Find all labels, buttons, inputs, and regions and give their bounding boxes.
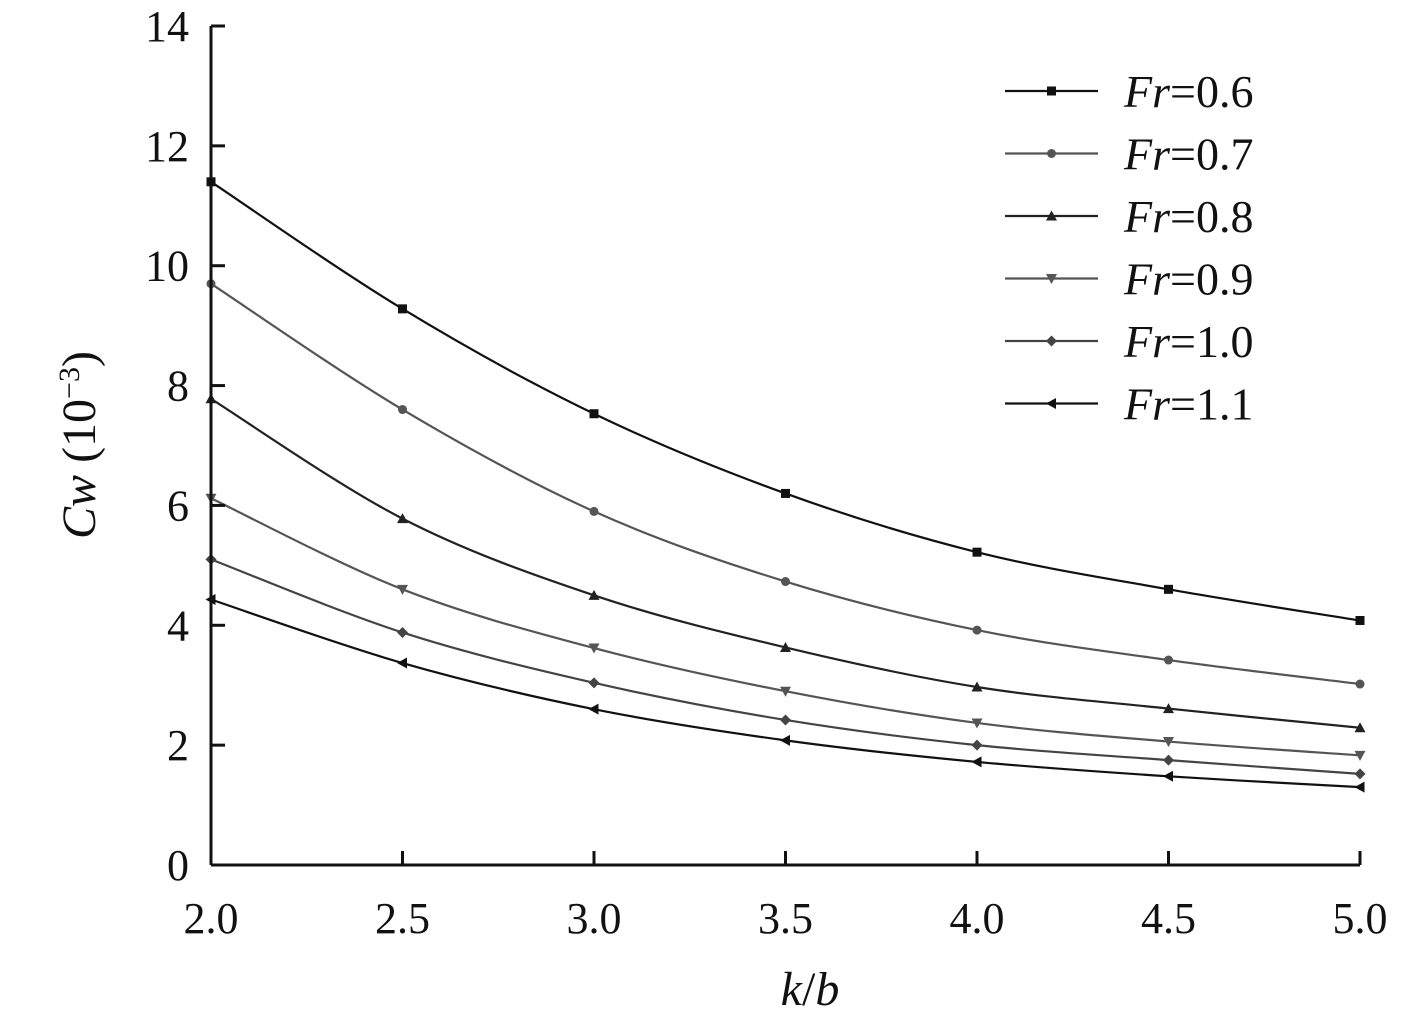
legend-label-var: Fr — [1123, 254, 1171, 305]
x-tick-label: 3.5 — [758, 894, 813, 943]
legend-label-value: =0.7 — [1170, 129, 1253, 180]
data-point — [1047, 149, 1056, 158]
data-point — [398, 304, 407, 314]
data-point — [588, 677, 600, 689]
data-point — [1164, 584, 1173, 594]
data-point — [398, 405, 407, 415]
y-tick-label: 0 — [167, 841, 189, 890]
data-point — [1163, 703, 1174, 714]
axes: 0 2 4 6 8 10 12 14 2.0 2.5 3.0 3.5 4.0 4.5 5.0 — [145, 2, 1388, 943]
x-tick-label: 2.0 — [184, 894, 239, 943]
data-point — [397, 657, 407, 669]
data-point — [972, 547, 982, 557]
data-point — [780, 714, 791, 726]
legend-label-value: =0.6 — [1170, 66, 1253, 117]
x-axis-label-var2: b — [815, 963, 839, 1011]
data-point — [971, 739, 983, 751]
legend-label-value: =1.1 — [1170, 379, 1253, 430]
data-point — [1354, 750, 1366, 761]
legend-label-var: Fr — [1123, 66, 1171, 117]
y-tick-label: 2 — [167, 721, 189, 770]
legend-label: Fr=1.0 — [1123, 316, 1253, 367]
legend: Fr=0.6Fr=0.7Fr=0.8Fr=0.9Fr=1.0Fr=1.1 — [1005, 66, 1253, 430]
legend-label-var: Fr — [1123, 129, 1171, 180]
series-2 — [206, 279, 1365, 689]
data-point — [971, 718, 983, 729]
x-tick-label: 2.5 — [375, 894, 430, 943]
legend-label: Fr=0.7 — [1123, 129, 1253, 180]
data-point — [397, 513, 408, 524]
data-point — [589, 506, 599, 516]
legend-label-var: Fr — [1123, 316, 1171, 367]
legend-label-value: =1.0 — [1170, 316, 1253, 367]
legend-label-value: =0.9 — [1170, 254, 1253, 305]
legend-label-var: Fr — [1123, 191, 1171, 242]
legend-item: Fr=0.9 — [1005, 254, 1253, 305]
plot-area — [205, 177, 1366, 793]
data-point — [780, 686, 791, 697]
x-axis-label-sep: / — [802, 963, 816, 1011]
data-point — [1163, 754, 1174, 766]
y-axis-label-unit: (10 — [53, 399, 106, 475]
data-point — [781, 577, 790, 587]
x-tick-label: 4.5 — [1141, 894, 1196, 943]
legend-item: Fr=0.7 — [1005, 129, 1253, 180]
legend-label: Fr=0.6 — [1123, 66, 1253, 117]
legend-item: Fr=1.1 — [1005, 379, 1253, 430]
data-point — [397, 584, 408, 595]
data-point — [588, 643, 600, 654]
series-3 — [205, 393, 1366, 733]
series-5 — [205, 553, 1366, 780]
legend-label: Fr=0.9 — [1123, 254, 1253, 305]
legend-item: Fr=0.6 — [1005, 66, 1253, 117]
x-axis-label-var: k — [781, 963, 804, 1011]
data-point — [972, 625, 982, 635]
data-point — [1354, 722, 1366, 733]
data-point — [971, 681, 983, 692]
data-point — [1046, 210, 1057, 221]
data-point — [1046, 398, 1056, 409]
legend-label-value: =0.8 — [1170, 191, 1253, 242]
y-tick-label: 10 — [145, 242, 189, 291]
legend-label: Fr=1.1 — [1123, 379, 1253, 430]
y-axis-label-exp: −3 — [53, 367, 86, 399]
y-tick-label: 12 — [145, 122, 189, 171]
x-tick-label: 5.0 — [1333, 894, 1388, 943]
y-axis-label-var: Cw — [53, 475, 106, 539]
data-point — [397, 626, 408, 638]
data-point — [1047, 86, 1056, 96]
series-line — [210, 397, 1361, 729]
y-axis-label: Cw (10−3) — [53, 351, 107, 539]
y-tick-label: 6 — [167, 481, 189, 530]
legend-item: Fr=1.0 — [1005, 316, 1253, 367]
data-point — [1355, 615, 1365, 625]
y-tick-label: 14 — [145, 2, 189, 51]
data-point — [780, 641, 791, 652]
data-point — [1355, 679, 1365, 689]
data-point — [1354, 768, 1366, 780]
y-tick-label: 4 — [167, 601, 189, 650]
legend-item: Fr=0.8 — [1005, 191, 1253, 242]
data-point — [589, 409, 599, 419]
data-point — [588, 589, 600, 600]
x-tick-label: 3.0 — [567, 894, 622, 943]
data-point — [1354, 781, 1365, 793]
data-point — [1164, 655, 1173, 665]
data-point — [1046, 274, 1057, 284]
y-axis-label-close: ) — [53, 351, 106, 367]
series-4 — [205, 493, 1366, 761]
data-point — [1163, 737, 1174, 748]
data-point — [780, 734, 790, 746]
x-axis-label: k/b — [781, 963, 840, 1011]
x-tick-label: 4.0 — [950, 894, 1005, 943]
legend-label: Fr=0.8 — [1123, 191, 1253, 242]
legend-label-var: Fr — [1123, 379, 1171, 430]
y-tick-label: 8 — [167, 362, 189, 411]
data-point — [781, 488, 790, 498]
data-point — [1163, 770, 1173, 782]
data-point — [971, 756, 982, 768]
data-point — [1046, 335, 1057, 347]
data-point — [588, 703, 599, 715]
